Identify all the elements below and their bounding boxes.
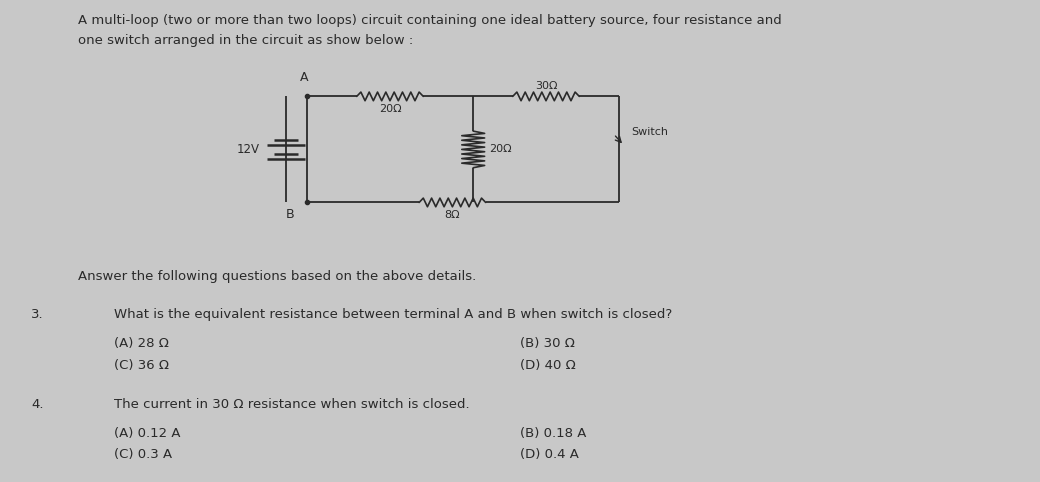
Text: (B) 30 Ω: (B) 30 Ω — [520, 337, 575, 350]
Text: 20Ω: 20Ω — [379, 104, 401, 114]
Text: A: A — [300, 71, 308, 84]
Text: What is the equivalent resistance between terminal A and B when switch is closed: What is the equivalent resistance betwee… — [114, 308, 673, 321]
Text: A multi-loop (two or more than two loops) circuit containing one ideal battery s: A multi-loop (two or more than two loops… — [78, 14, 782, 27]
Text: (C) 36 Ω: (C) 36 Ω — [114, 359, 170, 372]
Text: The current in 30 Ω resistance when switch is closed.: The current in 30 Ω resistance when swit… — [114, 398, 470, 411]
Text: 8Ω: 8Ω — [444, 210, 461, 220]
Text: 12V: 12V — [237, 143, 260, 156]
Text: (B) 0.18 A: (B) 0.18 A — [520, 427, 587, 440]
Text: one switch arranged in the circuit as show below :: one switch arranged in the circuit as sh… — [78, 34, 413, 47]
Text: (D) 40 Ω: (D) 40 Ω — [520, 359, 576, 372]
Text: (A) 0.12 A: (A) 0.12 A — [114, 427, 181, 440]
Text: 20Ω: 20Ω — [489, 145, 512, 154]
Text: B: B — [286, 208, 294, 221]
Text: (A) 28 Ω: (A) 28 Ω — [114, 337, 170, 350]
Text: (C) 0.3 A: (C) 0.3 A — [114, 448, 173, 461]
Text: (D) 0.4 A: (D) 0.4 A — [520, 448, 579, 461]
Text: 3.: 3. — [31, 308, 44, 321]
Text: Answer the following questions based on the above details.: Answer the following questions based on … — [78, 270, 476, 283]
Text: 4.: 4. — [31, 398, 44, 411]
Text: Switch: Switch — [631, 127, 669, 137]
Text: 30Ω: 30Ω — [535, 80, 557, 91]
